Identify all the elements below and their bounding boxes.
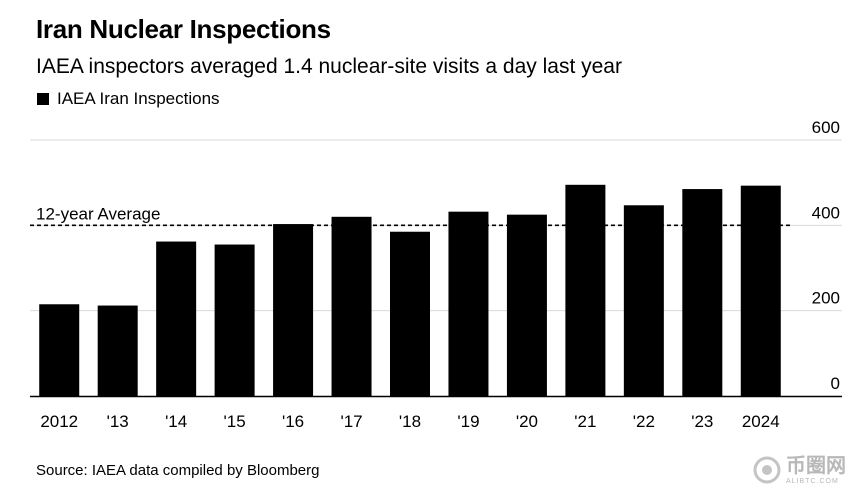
bar (273, 224, 314, 396)
bar (390, 231, 430, 396)
chart-subtitle: IAEA inspectors averaged 1.4 nuclear-sit… (36, 55, 622, 78)
y-tick-label: 400 (812, 203, 840, 222)
chart-title: Iran Nuclear Inspections (36, 14, 331, 44)
x-tick-label: '14 (165, 412, 187, 431)
y-tick-label: 0 (831, 374, 840, 393)
y-tick-label: 200 (812, 289, 840, 308)
x-tick-label: 2024 (742, 412, 780, 431)
bar (156, 241, 197, 396)
bar (565, 184, 606, 396)
bar (448, 211, 489, 396)
bar (39, 304, 80, 396)
source-note: Source: IAEA data compiled by Bloomberg (36, 462, 320, 479)
x-tick-label: '15 (224, 412, 246, 431)
bar (623, 205, 664, 396)
x-tick-label: '19 (457, 412, 479, 431)
legend-swatch (37, 93, 49, 105)
x-tick-label: '21 (574, 412, 596, 431)
bar (682, 189, 723, 396)
legend: IAEA Iran Inspections (37, 89, 220, 109)
bar (97, 305, 138, 396)
legend-label: IAEA Iran Inspections (57, 89, 220, 108)
bar (506, 214, 547, 396)
bar (740, 185, 781, 396)
average-label: 12-year Average (36, 204, 160, 223)
x-tick-label: 2012 (40, 412, 78, 431)
x-tick-label: '20 (516, 412, 538, 431)
x-tick-label: '18 (399, 412, 421, 431)
bar (214, 244, 255, 396)
watermark-text: 币圈网 (786, 454, 846, 477)
x-tick-label: '22 (633, 412, 655, 431)
bar (331, 216, 372, 396)
watermark: 币圈网 ALIBTC.COM (752, 455, 846, 485)
watermark-logo-icon (753, 456, 781, 484)
y-tick-label: 600 (812, 118, 840, 137)
watermark-subtext: ALIBTC.COM (786, 477, 839, 485)
x-tick-label: '17 (340, 412, 362, 431)
x-tick-label: '13 (107, 412, 129, 431)
x-tick-label: '16 (282, 412, 304, 431)
x-tick-label: '23 (691, 412, 713, 431)
